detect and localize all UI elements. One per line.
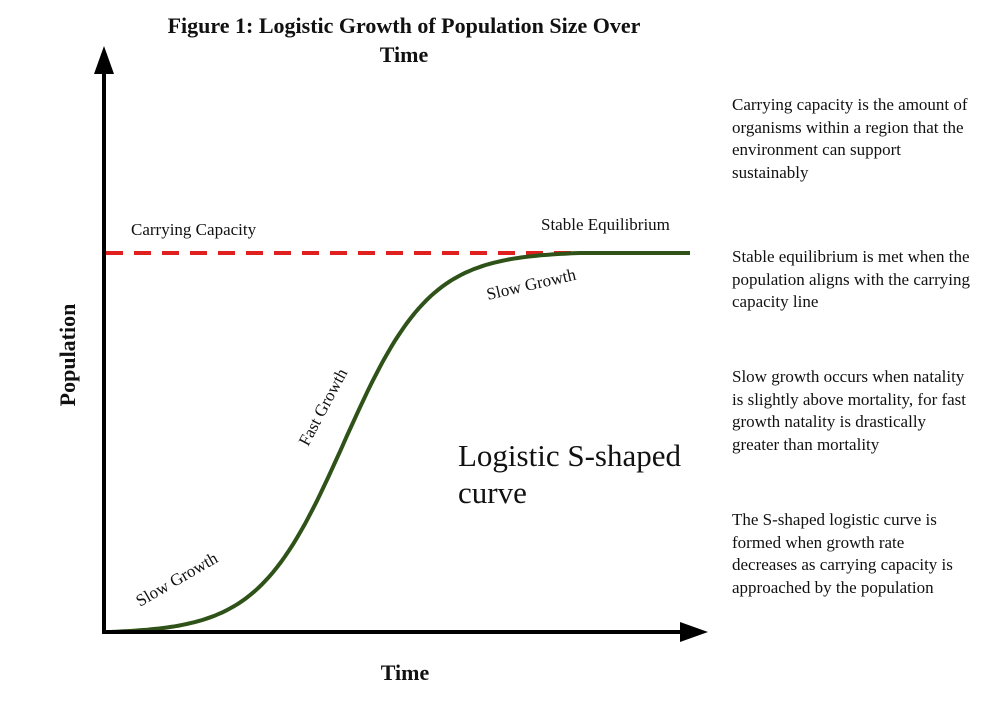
slow-growth-bottom-label: Slow Growth	[133, 548, 222, 610]
slow-growth-top-label: Slow Growth	[485, 265, 579, 304]
note-stable-equilibrium: Stable equilibrium is met when the popul…	[732, 247, 970, 311]
curve-caption-line1: Logistic S-shaped	[458, 438, 681, 473]
note-s-shaped-curve: The S-shaped logistic curve is formed wh…	[732, 510, 953, 597]
x-axis-arrow-icon	[680, 622, 708, 642]
figure-title-line1: Figure 1: Logistic Growth of Population …	[168, 13, 641, 38]
note-carrying-capacity: Carrying capacity is the amount of organ…	[732, 95, 968, 182]
logistic-curve	[107, 251, 690, 634]
curve-caption-line2: curve	[458, 475, 527, 510]
y-axis-label: Population	[55, 304, 80, 407]
y-axis-arrow-icon	[94, 46, 114, 74]
fast-growth-label: Fast Growth	[295, 365, 352, 449]
x-axis-label: Time	[381, 660, 430, 685]
note-growth-rates: Slow growth occurs when natality is slig…	[732, 367, 967, 454]
figure-title-line2: Time	[380, 42, 429, 67]
stable-equilibrium-label: Stable Equilibrium	[541, 215, 670, 234]
carrying-capacity-label: Carrying Capacity	[131, 220, 257, 239]
